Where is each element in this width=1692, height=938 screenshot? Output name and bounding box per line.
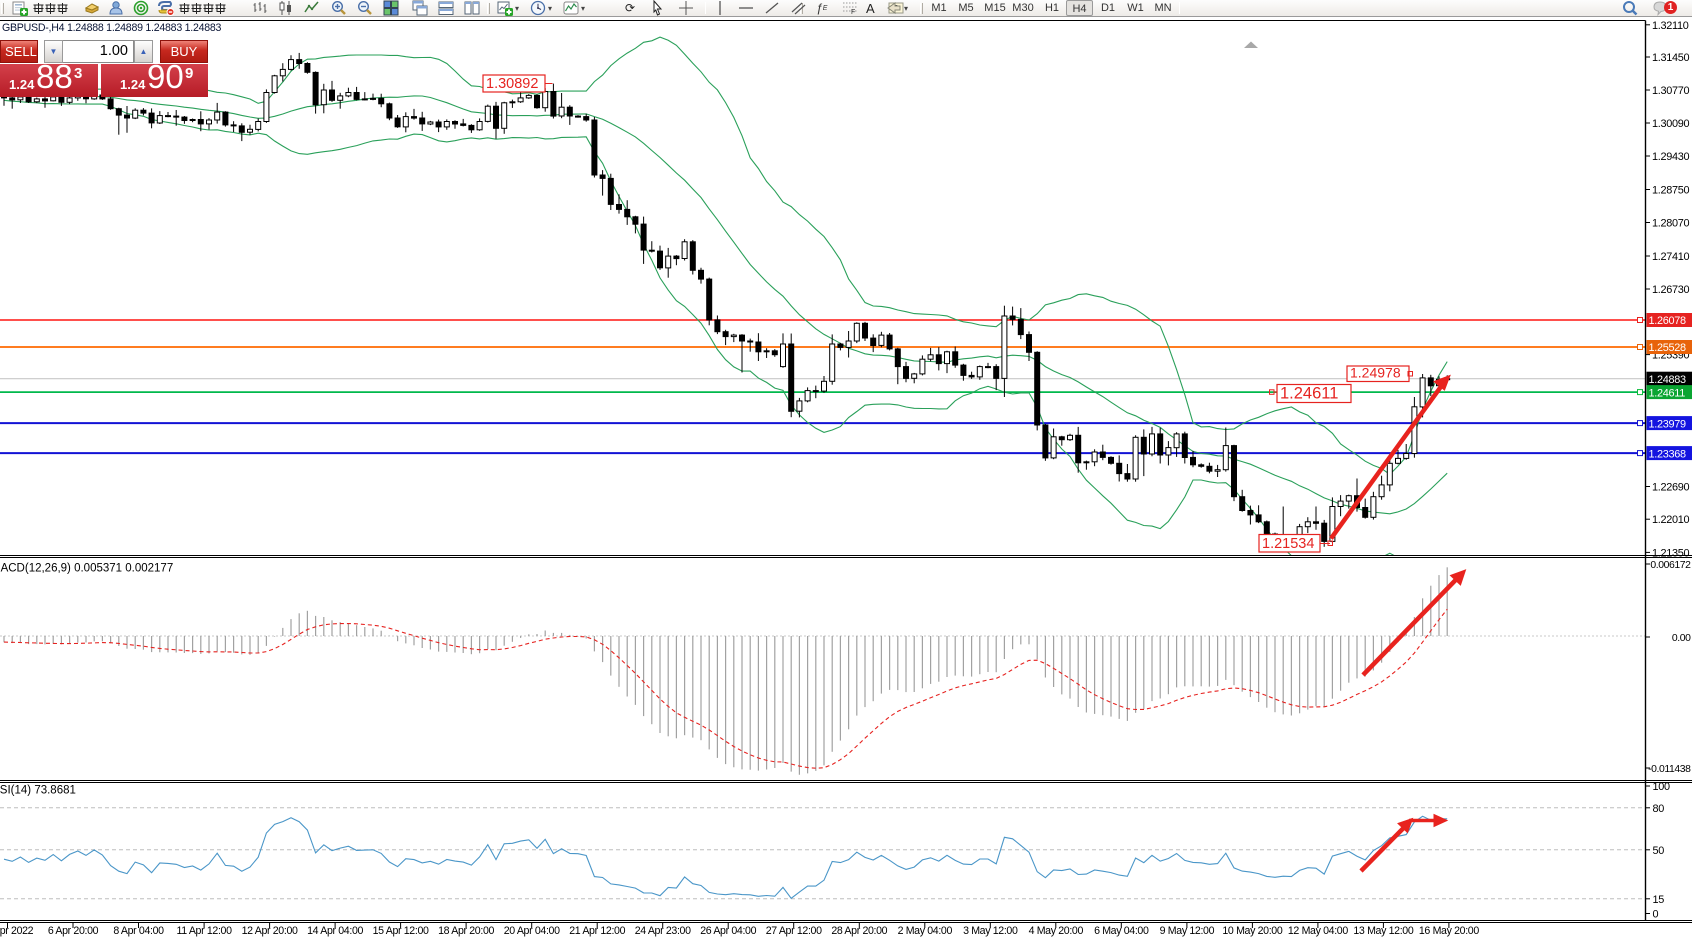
svg-text:1.24611: 1.24611: [1280, 385, 1338, 403]
svg-text:27 Apr 12:00: 27 Apr 12:00: [766, 925, 822, 937]
svg-text:28 Apr 20:00: 28 Apr 20:00: [831, 925, 887, 937]
svg-text:1.26078: 1.26078: [1649, 315, 1687, 327]
svg-text:2 May 04:00: 2 May 04:00: [898, 925, 953, 937]
svg-text:1.26730: 1.26730: [1652, 284, 1690, 296]
svg-text:1.21534: 1.21534: [1262, 536, 1314, 552]
svg-text:8 Apr 04:00: 8 Apr 04:00: [113, 925, 164, 937]
svg-text:10 May 20:00: 10 May 20:00: [1222, 925, 1282, 937]
svg-text:1.21350: 1.21350: [1652, 547, 1690, 559]
svg-text:1.22690: 1.22690: [1652, 482, 1690, 494]
svg-text:3 May 12:00: 3 May 12:00: [963, 925, 1018, 937]
svg-text:1.23368: 1.23368: [1649, 448, 1687, 460]
svg-text:F: F: [851, 9, 855, 16]
svg-text:1.23979: 1.23979: [1649, 418, 1687, 430]
svg-text:6 Apr 20:00: 6 Apr 20:00: [48, 925, 99, 937]
svg-text:15: 15: [1653, 894, 1665, 906]
svg-text:1.24883: 1.24883: [1649, 374, 1687, 386]
svg-text:4 May 20:00: 4 May 20:00: [1029, 925, 1084, 937]
svg-text:1.32110: 1.32110: [1652, 20, 1689, 32]
svg-text:12 May 04:00: 12 May 04:00: [1288, 925, 1348, 937]
svg-text:1.29430: 1.29430: [1652, 151, 1690, 163]
svg-text:14 Apr 04:00: 14 Apr 04:00: [307, 925, 363, 937]
svg-text:1.30892: 1.30892: [486, 76, 538, 92]
svg-text:1.28750: 1.28750: [1652, 185, 1690, 197]
svg-text:26 Apr 04:00: 26 Apr 04:00: [700, 925, 756, 937]
svg-text:0: 0: [1653, 909, 1659, 921]
svg-text:24 Apr 23:00: 24 Apr 23:00: [635, 925, 691, 937]
svg-text:1.31450: 1.31450: [1652, 52, 1690, 64]
svg-text:Apr 2022: Apr 2022: [0, 925, 34, 937]
svg-text:0.00: 0.00: [1672, 633, 1691, 644]
svg-text:18 Apr 20:00: 18 Apr 20:00: [438, 925, 494, 937]
svg-text:9 May 12:00: 9 May 12:00: [1160, 925, 1215, 937]
svg-text:100: 100: [1653, 781, 1671, 793]
svg-text:1.25528: 1.25528: [1649, 342, 1687, 354]
svg-text:-0.011438: -0.011438: [1648, 764, 1691, 775]
svg-text:RSI(14) 73.8681: RSI(14) 73.8681: [0, 785, 76, 797]
svg-text:15 Apr 12:00: 15 Apr 12:00: [373, 925, 429, 937]
svg-text:0.006172: 0.006172: [1650, 560, 1691, 571]
svg-text:13 May 12:00: 13 May 12:00: [1353, 925, 1413, 937]
svg-text:12 Apr 20:00: 12 Apr 20:00: [242, 925, 298, 937]
svg-text:1.28070: 1.28070: [1652, 218, 1690, 230]
svg-text:1.22010: 1.22010: [1652, 514, 1690, 526]
svg-text:1.24611: 1.24611: [1649, 387, 1686, 399]
svg-text:11 Apr 12:00: 11 Apr 12:00: [177, 925, 233, 937]
svg-text:MACD(12,26,9) 0.005371 0.00217: MACD(12,26,9) 0.005371 0.002177: [0, 563, 173, 575]
svg-text:16 May 20:00: 16 May 20:00: [1419, 925, 1479, 937]
svg-text:GBPUSD-,H4 1.24888 1.24889 1.: GBPUSD-,H4 1.24888 1.24889 1.24883 1.248…: [2, 22, 222, 34]
svg-text:6 May 04:00: 6 May 04:00: [1094, 925, 1149, 937]
svg-text:1.30090: 1.30090: [1652, 118, 1690, 130]
svg-text:21 Apr 12:00: 21 Apr 12:00: [569, 925, 625, 937]
svg-text:1.30770: 1.30770: [1652, 85, 1690, 97]
svg-text:50: 50: [1653, 845, 1665, 857]
svg-text:80: 80: [1653, 803, 1665, 815]
svg-text:1.24978: 1.24978: [1350, 365, 1401, 381]
svg-text:20 Apr 04:00: 20 Apr 04:00: [504, 925, 560, 937]
svg-text:1.27410: 1.27410: [1652, 251, 1690, 263]
